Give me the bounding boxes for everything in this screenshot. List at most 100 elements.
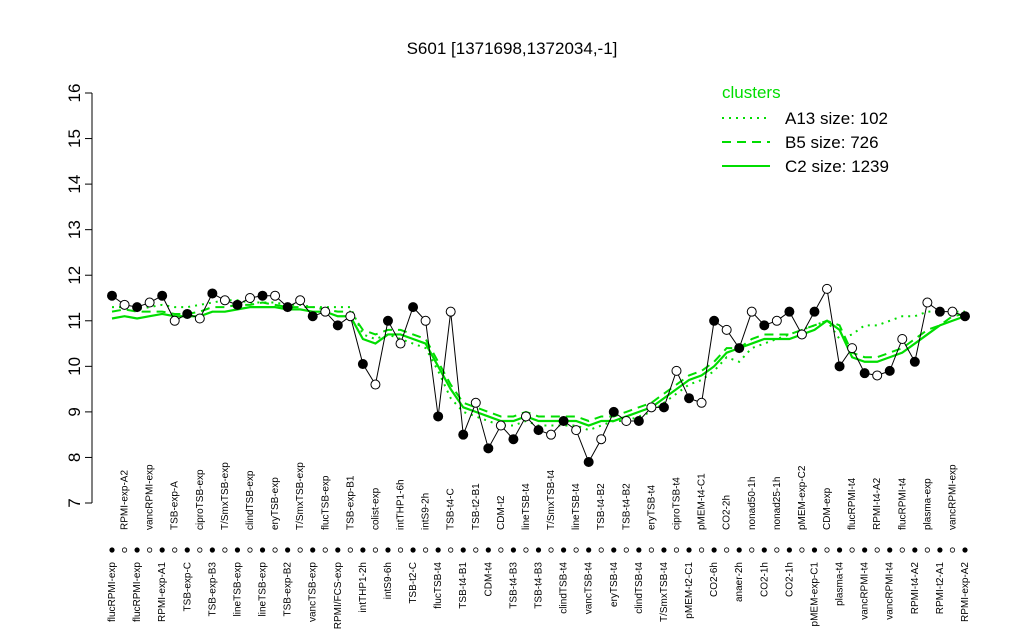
x-tick-label: TSB-exp-B1 — [345, 475, 356, 530]
sample-point — [621, 416, 632, 426]
x-tick-label: eryTSB-t4 — [609, 562, 620, 607]
sample-point — [671, 365, 682, 376]
rug-dot — [485, 547, 491, 553]
sample-point — [182, 308, 193, 319]
x-tick-label: T/SmxTSB-exp — [220, 462, 231, 530]
sample-point — [934, 306, 945, 317]
x-tick-label: clindTSB-t4 — [559, 562, 570, 614]
rug-dot — [134, 547, 140, 553]
x-tick-label: pMEM-t4-C1 — [697, 473, 708, 530]
rug-dot — [347, 547, 353, 553]
x-tick-label: lineTSB-t4 — [521, 483, 532, 530]
sample-point — [834, 361, 845, 372]
sample-point — [395, 338, 406, 349]
legend-label: B5 size: 726 — [785, 133, 879, 152]
x-tick-label: eryTSB-exp — [270, 477, 281, 530]
y-tick-label: 15 — [65, 129, 84, 148]
x-tick-label: CO2-2h — [722, 495, 733, 530]
rug-dot — [172, 547, 178, 553]
rug-dot — [887, 547, 893, 553]
sample-point — [771, 315, 782, 326]
x-tick-label: flucRPMI-t4 — [897, 477, 908, 530]
x-tick-label: RPMI-t4-A2 — [910, 562, 921, 615]
x-tick-label: vancRPMI-exp — [145, 464, 156, 530]
x-tick-label: flucTSB-exp — [320, 475, 331, 530]
sample-point — [658, 402, 669, 413]
rug-dot — [874, 547, 880, 553]
rug-dot — [184, 547, 190, 553]
rug-dot — [623, 547, 629, 553]
rug-dot — [335, 547, 341, 553]
legend-label: A13 size: 102 — [785, 109, 888, 128]
rug-dot — [849, 547, 855, 553]
x-tick-label: TSB-t4-B3 — [508, 562, 519, 609]
x-tick-label: ciproTSB-t4 — [671, 477, 682, 530]
x-tick-label: T/SmxTSB-exp — [295, 462, 306, 530]
sample-point — [960, 311, 970, 322]
x-tick-label: RPMI-exp-A2 — [960, 562, 971, 622]
sample-point — [520, 411, 531, 422]
rug-dot — [912, 547, 918, 553]
sample-point — [307, 311, 318, 322]
rug-dot — [209, 547, 215, 553]
rug-dot — [109, 547, 115, 553]
rug-dot — [937, 547, 943, 553]
x-tick-label: TSB-t4-C — [446, 488, 457, 530]
sample-point — [847, 343, 858, 354]
rug-dot — [573, 547, 579, 553]
sample-point — [909, 356, 920, 367]
x-tick-label: nonad50-1h — [747, 477, 758, 530]
sample-point — [872, 370, 883, 381]
sample-point — [784, 306, 795, 317]
rug-dot — [811, 547, 818, 553]
x-tick-label: CDM-exp — [822, 487, 833, 530]
sample-point — [107, 290, 117, 301]
sample-point — [608, 406, 619, 417]
rug-dot — [949, 547, 956, 553]
rug-dot — [523, 547, 529, 553]
sample-point — [947, 306, 958, 317]
rug-dot — [473, 547, 479, 553]
sample-point — [433, 411, 444, 422]
sample-point — [759, 320, 770, 331]
x-tick-label: vancTSB-t4 — [584, 562, 595, 615]
rug-dot — [611, 547, 617, 553]
x-tick-label: TSB-exp-B2 — [283, 562, 294, 617]
sample-point — [282, 302, 293, 313]
sample-point — [495, 420, 506, 431]
rug-dot — [285, 547, 291, 553]
x-tick-label: nonad25-1h — [772, 477, 783, 530]
sample-point — [382, 315, 393, 326]
chart-title: S601 [1371698,1372034,-1] — [407, 39, 618, 58]
rug-dot — [724, 547, 730, 553]
x-tick-label: clindTSB-t4 — [634, 562, 645, 614]
sample-point — [558, 416, 569, 426]
sample-point — [458, 429, 469, 440]
rug-dot — [310, 547, 316, 553]
sample-point — [357, 359, 368, 370]
rug-dot — [686, 547, 692, 553]
legend-label: C2 size: 1239 — [785, 157, 889, 176]
rug-dot — [824, 547, 830, 553]
rug-dot — [272, 547, 278, 553]
rug-dot — [924, 547, 930, 553]
rug-dot — [648, 547, 654, 553]
sample-point — [721, 324, 732, 335]
x-tick-label: flucRPMI-exp — [107, 562, 118, 622]
y-tick-label: 9 — [65, 407, 84, 416]
cluster-line — [111, 301, 966, 423]
y-tick-label: 10 — [65, 357, 84, 376]
rug-dot — [385, 547, 391, 553]
y-tick-label: 16 — [65, 84, 84, 103]
sample-point — [546, 429, 557, 440]
rug-dot — [460, 547, 466, 553]
rug-dot — [560, 547, 567, 553]
legend-title: clusters — [722, 83, 781, 102]
sample-point — [596, 434, 607, 445]
x-tick-label: colist-exp — [370, 487, 381, 530]
sample-point — [684, 393, 695, 404]
x-tick-label: intS9-6h — [383, 562, 394, 599]
rug-dot — [862, 547, 868, 553]
rug-dot — [749, 547, 755, 553]
